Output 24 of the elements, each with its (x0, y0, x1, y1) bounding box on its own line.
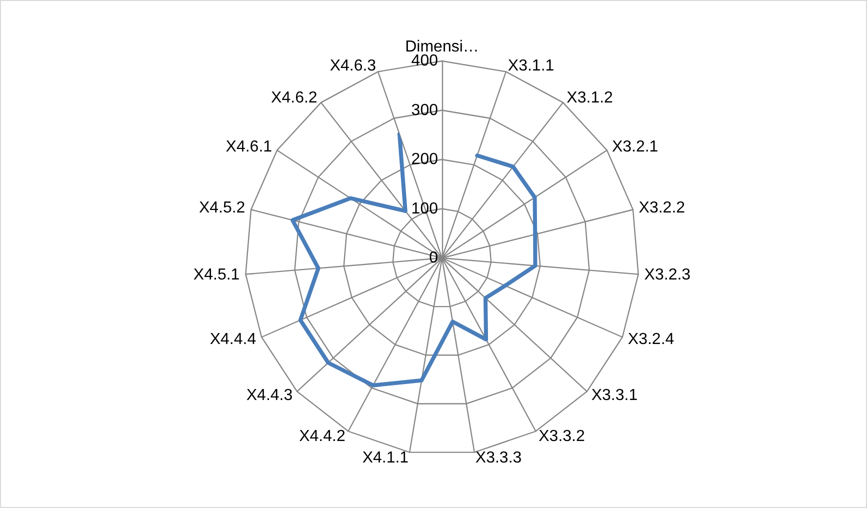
spoke-label: X4.5.2 (198, 200, 246, 217)
spoke-label: X3.2.4 (628, 331, 674, 348)
y-tick-label: 0 (429, 250, 438, 266)
spoke-label: X3.1.2 (566, 89, 614, 106)
spoke-label: X4.6.1 (226, 138, 272, 156)
y-tick-label: 400 (411, 52, 438, 70)
spoke-label: Dimensi… (405, 38, 479, 56)
spoke-label: X4.4.2 (299, 428, 346, 446)
spoke-label: X3.2.1 (612, 138, 658, 156)
spoke-label: X3.3.3 (475, 450, 522, 467)
spoke-label: X4.6.3 (330, 58, 376, 74)
spoke-label: X3.1.1 (508, 58, 554, 74)
spoke-label: X3.3.1 (591, 386, 638, 404)
spoke-label: X4.4.3 (246, 386, 293, 404)
spoke-label: X4.1.1 (362, 450, 409, 467)
y-tick-label: 300 (411, 102, 438, 119)
spoke-label: X3.2.3 (644, 266, 691, 284)
spoke-label: X3.2.2 (638, 200, 686, 217)
spoke-label: X4.5.1 (193, 266, 240, 284)
spoke-label: X4.4.4 (210, 331, 256, 348)
y-tick-label: 100 (411, 200, 438, 218)
spoke-label: X3.3.2 (538, 428, 585, 446)
y-tick-label: 200 (411, 151, 438, 168)
spoke-label: X4.6.2 (271, 89, 318, 106)
